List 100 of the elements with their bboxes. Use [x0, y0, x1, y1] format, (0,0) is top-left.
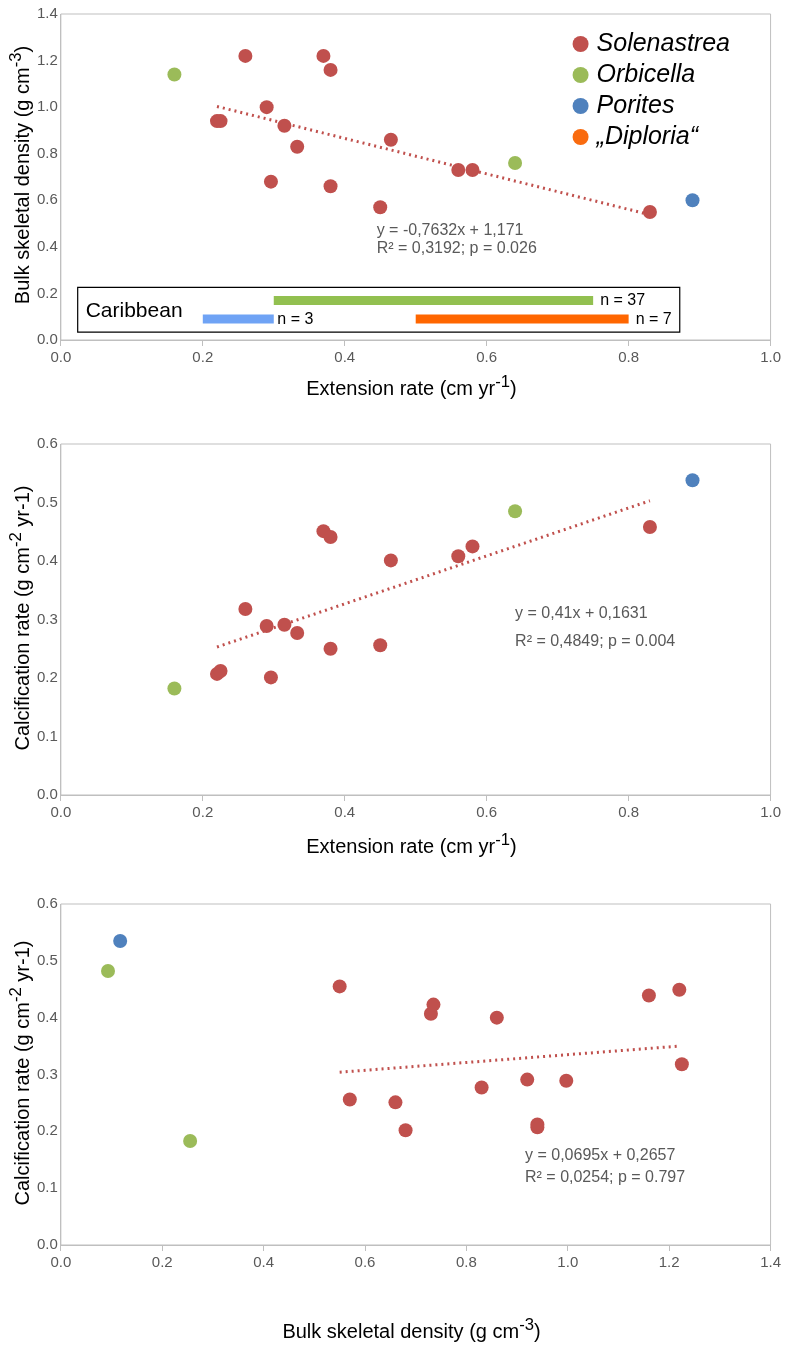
- x-tick-label: 0.6: [354, 1253, 376, 1271]
- x-tick-label: 0.2: [192, 803, 214, 821]
- point: [113, 933, 128, 948]
- y-tick-label: 1.0: [36, 97, 58, 115]
- point: [290, 625, 305, 640]
- point: [641, 988, 656, 1003]
- point: [183, 1133, 198, 1148]
- y-tick-label: 0.3: [36, 609, 58, 627]
- x-axis-title: Extension rate (cm yr$^{-1}$): [305, 372, 518, 400]
- y-tick-label: 0.3: [36, 1064, 58, 1082]
- point: [342, 1092, 357, 1107]
- x-tick-label: 1.2: [658, 1253, 680, 1271]
- point: [259, 618, 274, 633]
- y-tick-label: 0.1: [36, 726, 58, 744]
- point: [332, 979, 347, 994]
- x-tick-label: 0.0: [50, 1253, 72, 1271]
- x-tick-label: 0.4: [253, 1253, 275, 1271]
- legend-label: Solenastrea: [596, 27, 731, 56]
- x-tick-label: 0.0: [50, 348, 72, 366]
- y-tick-label: 1.2: [36, 50, 58, 68]
- y-tick-label: 0.8: [36, 143, 58, 161]
- annotation: y = 0,41x + 0,1631: [515, 603, 648, 621]
- point: [277, 617, 292, 632]
- y-tick-label: 0.2: [36, 668, 58, 686]
- point: [474, 1080, 489, 1095]
- point: [642, 204, 657, 219]
- x-tick-label: 0.4: [334, 348, 356, 366]
- point: [259, 100, 274, 115]
- y-tick-label: 0.6: [36, 894, 58, 912]
- x-tick-label: 0.0: [50, 803, 72, 821]
- point: [323, 530, 338, 545]
- point: [323, 62, 338, 77]
- point: [674, 1057, 689, 1072]
- y-tick-label: 0.2: [36, 283, 58, 301]
- point: [238, 48, 253, 63]
- y-tick-label: 0.5: [36, 492, 58, 510]
- point: [167, 67, 182, 82]
- annotation: Caribbean: [85, 297, 183, 321]
- x-tick-label: 1.0: [760, 803, 781, 821]
- annotation: n = 3: [277, 309, 314, 327]
- y-tick-label: 0.0: [36, 330, 58, 348]
- legend-label: „Diploria“: [595, 120, 700, 149]
- point: [373, 200, 388, 215]
- point: [263, 670, 278, 685]
- point: [489, 1010, 504, 1025]
- point: [685, 473, 700, 488]
- point: [238, 601, 253, 616]
- point: [642, 520, 657, 535]
- x-axis-title: Extension rate (cm yr$^{-1}$): [305, 830, 518, 858]
- annotation: n = 37: [600, 290, 646, 308]
- point: [672, 982, 687, 997]
- point: [323, 641, 338, 656]
- point: [508, 504, 523, 519]
- annotation: R² = 0,0254; p = 0.797: [525, 1168, 686, 1186]
- annotation: y = -0,7632x + 1,171: [376, 220, 524, 238]
- point: [465, 163, 480, 178]
- point: [465, 539, 480, 554]
- y-tick-label: 0.0: [36, 1235, 58, 1253]
- annotation: R² = 0,3192; p = 0.026: [376, 239, 537, 257]
- point: [685, 193, 700, 208]
- x-tick-label: 0.8: [618, 348, 640, 366]
- point: [383, 553, 398, 568]
- point: [426, 997, 441, 1012]
- x-tick-label: 1.4: [760, 1253, 781, 1271]
- y-tick-label: 0.2: [36, 1121, 58, 1139]
- legend-label: Porites: [596, 89, 675, 118]
- point: [213, 663, 228, 678]
- y-tick-label: 1.4: [36, 4, 58, 22]
- point: [559, 1073, 574, 1088]
- point: [290, 139, 305, 154]
- y-tick-label: 0.4: [36, 1007, 58, 1025]
- x-tick-label: 1.0: [557, 1253, 579, 1271]
- point: [373, 638, 388, 653]
- x-tick-label: 0.2: [151, 1253, 173, 1271]
- point: [388, 1095, 403, 1110]
- x-tick-label: 0.4: [334, 803, 356, 821]
- point: [508, 156, 523, 171]
- point: [277, 118, 292, 133]
- y-tick-label: 0.6: [36, 434, 58, 452]
- point: [398, 1123, 413, 1138]
- y-tick-label: 0.4: [36, 237, 58, 254]
- annotation: n = 7: [635, 309, 672, 327]
- annotation: y = 0,0695x + 0,2657: [525, 1145, 676, 1163]
- x-axis-title: Bulk skeletal density (g cm$^{-3}$): [281, 1315, 542, 1343]
- point: [263, 174, 278, 189]
- legend-label: Orbicella: [596, 58, 696, 87]
- y-tick-label: 0.4: [36, 551, 58, 569]
- y-tick-label: 0.0: [36, 785, 58, 803]
- point: [167, 681, 182, 696]
- x-tick-label: 0.8: [455, 1253, 477, 1271]
- y-tick-label: 0.1: [36, 1178, 58, 1196]
- point: [520, 1072, 535, 1087]
- annotation: R² = 0,4849; p = 0.004: [515, 632, 676, 650]
- point: [316, 48, 331, 63]
- x-tick-label: 1.0: [760, 348, 781, 366]
- x-tick-label: 0.6: [476, 803, 498, 821]
- x-tick-label: 0.6: [476, 348, 498, 366]
- point: [383, 132, 398, 147]
- point: [101, 964, 115, 979]
- y-tick-label: 0.5: [36, 950, 58, 968]
